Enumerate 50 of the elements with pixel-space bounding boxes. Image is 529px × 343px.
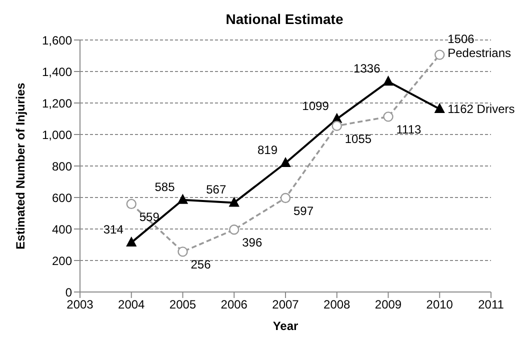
y-tick-label: 400 bbox=[52, 222, 72, 236]
y-tick-label: 1,600 bbox=[42, 33, 72, 48]
y-tick-label: 800 bbox=[52, 159, 72, 174]
data-label: 559 bbox=[139, 210, 160, 224]
point bbox=[126, 237, 136, 247]
y-tick-label: 1,400 bbox=[42, 64, 72, 79]
y-tick-label: 1,200 bbox=[42, 96, 72, 110]
point bbox=[383, 76, 394, 86]
point bbox=[229, 224, 240, 235]
data-label: 585 bbox=[154, 180, 176, 194]
x-tick-label: 2008 bbox=[324, 298, 351, 312]
series-label: Pedestrians bbox=[448, 46, 511, 60]
point bbox=[332, 120, 342, 131]
point bbox=[383, 112, 394, 122]
data-label: 256 bbox=[190, 258, 212, 272]
x-tick-label: 2006 bbox=[220, 298, 248, 312]
chart-title: National Estimate bbox=[224, 10, 344, 29]
x-tick-label: 2010 bbox=[426, 298, 454, 312]
data-label: 1336 bbox=[354, 62, 381, 76]
data-label: 819 bbox=[257, 143, 278, 158]
point bbox=[280, 192, 291, 204]
y-tick-label: 1,000 bbox=[42, 128, 72, 142]
data-label: 1506 bbox=[448, 32, 475, 46]
y-tick-label: 600 bbox=[52, 190, 72, 205]
point bbox=[126, 198, 136, 210]
x-tick-label: 2011 bbox=[478, 298, 504, 312]
x-tick-label: 2003 bbox=[66, 298, 94, 312]
point bbox=[434, 103, 445, 113]
text: Drivers bbox=[476, 102, 515, 116]
point bbox=[178, 246, 188, 257]
y-tick-label: 0 bbox=[65, 285, 72, 300]
data-label: 314 bbox=[103, 222, 124, 237]
data-label: 1162 bbox=[448, 102, 474, 116]
y-tick-label: 200 bbox=[52, 254, 72, 268]
y-axis-title: Estimated Number of Injuries bbox=[13, 82, 28, 250]
x-axis-title: Year bbox=[272, 319, 299, 333]
data-label: 1099 bbox=[302, 98, 330, 113]
x-tick-label: 2009 bbox=[374, 298, 402, 312]
point bbox=[229, 197, 240, 207]
x-tick-label: 2007 bbox=[272, 298, 300, 312]
point bbox=[280, 158, 290, 168]
data-label: 396 bbox=[242, 236, 262, 250]
data-label: 1113 bbox=[396, 122, 422, 137]
x-tick-label: 2004 bbox=[118, 298, 146, 312]
data-label: 597 bbox=[294, 204, 314, 218]
data-label: 567 bbox=[206, 182, 226, 197]
x-tick-label: 2005 bbox=[169, 298, 196, 312]
point bbox=[178, 194, 188, 204]
data-label: 1055 bbox=[344, 132, 372, 146]
point bbox=[434, 50, 445, 60]
